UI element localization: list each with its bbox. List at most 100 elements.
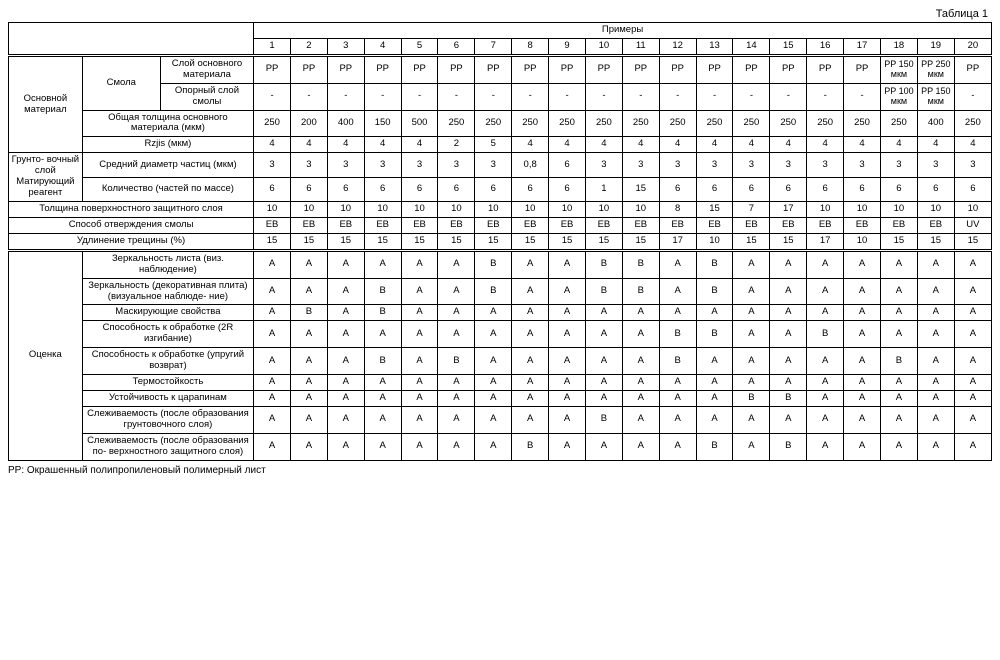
data-cell: B [585, 250, 622, 278]
data-cell: 6 [401, 177, 438, 201]
data-cell: A [770, 321, 807, 348]
data-cell: 3 [364, 153, 401, 177]
data-cell: A [475, 406, 512, 433]
data-cell: A [880, 321, 917, 348]
data-cell: A [917, 250, 954, 278]
data-cell: A [659, 433, 696, 460]
data-cell: EB [438, 217, 475, 233]
data-cell: 6 [733, 177, 770, 201]
label-e8: Слеживаемость (после образования грунтов… [82, 406, 253, 433]
data-cell: 3 [659, 153, 696, 177]
data-cell: 250 [733, 110, 770, 137]
data-cell: 4 [622, 137, 659, 153]
data-cell: 4 [512, 137, 549, 153]
group-resin: Смола [82, 55, 160, 110]
data-cell: - [622, 83, 659, 110]
label-e2: Зеркальность (декоративная плита) (визуа… [82, 278, 253, 305]
data-cell: A [401, 375, 438, 391]
data-cell: 10 [622, 201, 659, 217]
data-cell: 10 [364, 201, 401, 217]
data-cell: 6 [290, 177, 327, 201]
data-cell: 250 [475, 110, 512, 137]
data-cell: A [844, 406, 881, 433]
data-cell: A [844, 250, 881, 278]
data-cell: A [622, 390, 659, 406]
data-cell: A [254, 390, 291, 406]
data-cell: 4 [327, 137, 364, 153]
data-cell: A [807, 433, 844, 460]
data-cell: A [880, 278, 917, 305]
data-cell: A [290, 406, 327, 433]
col-header: 1 [254, 38, 291, 55]
data-cell: A [954, 321, 991, 348]
data-cell: A [327, 305, 364, 321]
data-cell: A [917, 375, 954, 391]
data-cell: 3 [733, 153, 770, 177]
data-cell: A [917, 406, 954, 433]
data-cell: A [954, 375, 991, 391]
data-cell: A [327, 250, 364, 278]
data-cell: B [770, 390, 807, 406]
data-cell: A [549, 250, 586, 278]
data-cell: A [880, 305, 917, 321]
data-cell: A [475, 348, 512, 375]
data-cell: PP 100 мкм [880, 83, 917, 110]
data-cell: 250 [954, 110, 991, 137]
data-cell: A [622, 375, 659, 391]
data-cell: A [475, 390, 512, 406]
data-cell: 15 [475, 233, 512, 250]
data-cell: 15 [917, 233, 954, 250]
data-cell: 400 [917, 110, 954, 137]
data-cell: B [364, 305, 401, 321]
data-cell: A [954, 278, 991, 305]
data-cell: A [549, 278, 586, 305]
col-header: 12 [659, 38, 696, 55]
data-cell: A [364, 406, 401, 433]
label-crack-elongation: Удлинение трещины (%) [9, 233, 254, 250]
data-cell: EB [512, 217, 549, 233]
data-cell: 15 [880, 233, 917, 250]
data-cell: 3 [880, 153, 917, 177]
group-evaluation: Оценка [9, 250, 83, 460]
data-cell: A [585, 433, 622, 460]
data-cell: 3 [807, 153, 844, 177]
data-cell: PP [844, 55, 881, 83]
data-cell: A [917, 305, 954, 321]
data-cell: A [733, 348, 770, 375]
data-cell: PP [327, 55, 364, 83]
data-cell: A [327, 390, 364, 406]
data-cell: 3 [622, 153, 659, 177]
data-cell: A [401, 390, 438, 406]
data-cell: 3 [844, 153, 881, 177]
data-cell: A [770, 348, 807, 375]
data-cell: A [549, 348, 586, 375]
data-cell: A [254, 433, 291, 460]
group-primer-matting: Грунто- вочный слой Матирующий реагент [9, 153, 83, 202]
data-cell: A [549, 406, 586, 433]
data-cell: A [254, 348, 291, 375]
data-cell: A [733, 305, 770, 321]
data-cell: A [880, 433, 917, 460]
data-cell: A [290, 375, 327, 391]
data-cell: A [954, 305, 991, 321]
data-cell: 15 [549, 233, 586, 250]
data-cell: A [733, 406, 770, 433]
data-cell: 10 [290, 201, 327, 217]
data-cell: - [733, 83, 770, 110]
data-cell: A [844, 375, 881, 391]
data-cell: A [807, 348, 844, 375]
data-cell: 7 [733, 201, 770, 217]
data-cell: PP [401, 55, 438, 83]
data-cell: 17 [659, 233, 696, 250]
data-cell: 6 [770, 177, 807, 201]
data-cell: A [844, 390, 881, 406]
data-cell: 17 [770, 201, 807, 217]
data-cell: EB [733, 217, 770, 233]
data-cell: B [585, 278, 622, 305]
data-cell: A [401, 305, 438, 321]
data-cell: 3 [917, 153, 954, 177]
data-cell: A [696, 375, 733, 391]
data-cell: A [659, 250, 696, 278]
col-header: 9 [549, 38, 586, 55]
data-cell: - [327, 83, 364, 110]
